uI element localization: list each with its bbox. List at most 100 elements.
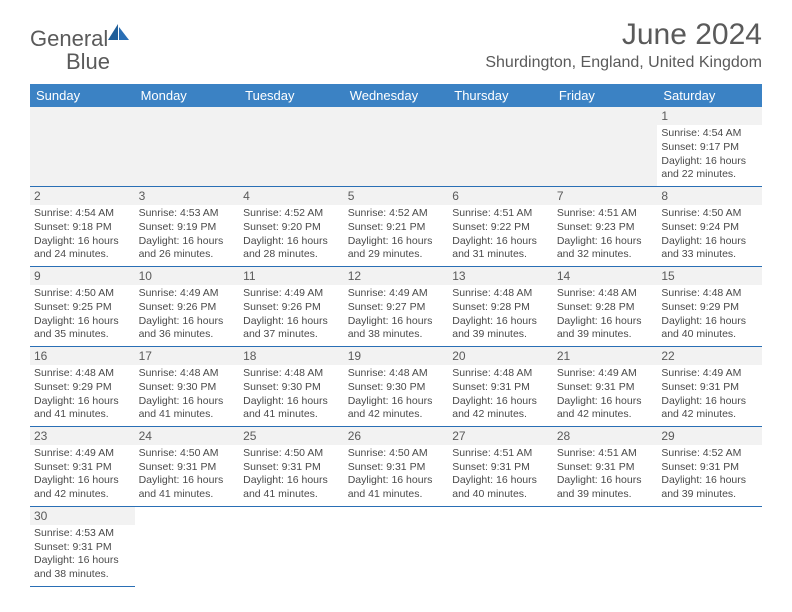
day-cell: 1Sunrise: 4:54 AMSunset: 9:17 PMDaylight… — [657, 107, 762, 186]
daylight-line: Daylight: 16 hours and 40 minutes. — [661, 315, 758, 342]
day-number: 26 — [344, 427, 449, 445]
day-body: Sunrise: 4:48 AMSunset: 9:30 PMDaylight:… — [239, 365, 344, 426]
logo-text: General Blue — [30, 28, 130, 74]
daylight-line: Daylight: 16 hours and 41 minutes. — [139, 474, 236, 501]
day-cell: 12Sunrise: 4:49 AMSunset: 9:27 PMDayligh… — [344, 266, 449, 346]
day-body: Sunrise: 4:49 AMSunset: 9:31 PMDaylight:… — [30, 445, 135, 506]
sunrise-line: Sunrise: 4:53 AM — [139, 207, 236, 221]
day-number: 30 — [30, 507, 135, 525]
logo-word2: Blue — [66, 49, 110, 74]
calendar-body: 1Sunrise: 4:54 AMSunset: 9:17 PMDaylight… — [30, 107, 762, 586]
day-body: Sunrise: 4:49 AMSunset: 9:27 PMDaylight:… — [344, 285, 449, 346]
day-number: 27 — [448, 427, 553, 445]
sunset-line: Sunset: 9:23 PM — [557, 221, 654, 235]
dow-monday: Monday — [135, 84, 240, 107]
sunset-line: Sunset: 9:19 PM — [139, 221, 236, 235]
sunrise-line: Sunrise: 4:51 AM — [452, 447, 549, 461]
title-block: June 2024 Shurdington, England, United K… — [485, 18, 762, 72]
sunrise-line: Sunrise: 4:52 AM — [661, 447, 758, 461]
sunrise-line: Sunrise: 4:50 AM — [139, 447, 236, 461]
day-number: 19 — [344, 347, 449, 365]
day-body: Sunrise: 4:48 AMSunset: 9:29 PMDaylight:… — [657, 285, 762, 346]
dow-wednesday: Wednesday — [344, 84, 449, 107]
day-cell: 25Sunrise: 4:50 AMSunset: 9:31 PMDayligh… — [239, 426, 344, 506]
dow-friday: Friday — [553, 84, 658, 107]
daylight-line: Daylight: 16 hours and 41 minutes. — [348, 474, 445, 501]
daylight-line: Daylight: 16 hours and 33 minutes. — [661, 235, 758, 262]
location: Shurdington, England, United Kingdom — [485, 54, 762, 72]
day-number: 28 — [553, 427, 658, 445]
day-number: 12 — [344, 267, 449, 285]
sunrise-line: Sunrise: 4:52 AM — [348, 207, 445, 221]
day-body: Sunrise: 4:54 AMSunset: 9:17 PMDaylight:… — [657, 125, 762, 186]
day-cell: 15Sunrise: 4:48 AMSunset: 9:29 PMDayligh… — [657, 266, 762, 346]
sunset-line: Sunset: 9:26 PM — [139, 301, 236, 315]
day-number: 14 — [553, 267, 658, 285]
day-body: Sunrise: 4:50 AMSunset: 9:31 PMDaylight:… — [239, 445, 344, 506]
sunset-line: Sunset: 9:31 PM — [661, 461, 758, 475]
day-body: Sunrise: 4:48 AMSunset: 9:28 PMDaylight:… — [448, 285, 553, 346]
sunrise-line: Sunrise: 4:49 AM — [348, 287, 445, 301]
day-cell: 28Sunrise: 4:51 AMSunset: 9:31 PMDayligh… — [553, 426, 658, 506]
daylight-line: Daylight: 16 hours and 42 minutes. — [348, 395, 445, 422]
day-cell: 7Sunrise: 4:51 AMSunset: 9:23 PMDaylight… — [553, 186, 658, 266]
day-body: Sunrise: 4:51 AMSunset: 9:23 PMDaylight:… — [553, 205, 658, 266]
day-cell: 22Sunrise: 4:49 AMSunset: 9:31 PMDayligh… — [657, 346, 762, 426]
day-number: 7 — [553, 187, 658, 205]
day-body: Sunrise: 4:50 AMSunset: 9:31 PMDaylight:… — [344, 445, 449, 506]
day-cell: 27Sunrise: 4:51 AMSunset: 9:31 PMDayligh… — [448, 426, 553, 506]
daylight-line: Daylight: 16 hours and 39 minutes. — [452, 315, 549, 342]
dow-thursday: Thursday — [448, 84, 553, 107]
day-body: Sunrise: 4:51 AMSunset: 9:22 PMDaylight:… — [448, 205, 553, 266]
day-number: 16 — [30, 347, 135, 365]
day-cell: 26Sunrise: 4:50 AMSunset: 9:31 PMDayligh… — [344, 426, 449, 506]
day-body: Sunrise: 4:52 AMSunset: 9:21 PMDaylight:… — [344, 205, 449, 266]
empty-cell — [344, 107, 449, 186]
day-cell: 21Sunrise: 4:49 AMSunset: 9:31 PMDayligh… — [553, 346, 658, 426]
day-number: 25 — [239, 427, 344, 445]
sunrise-line: Sunrise: 4:49 AM — [243, 287, 340, 301]
daylight-line: Daylight: 16 hours and 39 minutes. — [661, 474, 758, 501]
sunrise-line: Sunrise: 4:48 AM — [661, 287, 758, 301]
day-cell: 11Sunrise: 4:49 AMSunset: 9:26 PMDayligh… — [239, 266, 344, 346]
logo-word1: General — [30, 26, 108, 51]
day-body: Sunrise: 4:50 AMSunset: 9:31 PMDaylight:… — [135, 445, 240, 506]
sunset-line: Sunset: 9:30 PM — [139, 381, 236, 395]
sunrise-line: Sunrise: 4:50 AM — [243, 447, 340, 461]
sail-icon — [108, 24, 130, 42]
day-number: 18 — [239, 347, 344, 365]
week-row: 9Sunrise: 4:50 AMSunset: 9:25 PMDaylight… — [30, 266, 762, 346]
day-number: 9 — [30, 267, 135, 285]
day-number: 10 — [135, 267, 240, 285]
daylight-line: Daylight: 16 hours and 41 minutes. — [243, 395, 340, 422]
day-number: 3 — [135, 187, 240, 205]
daylight-line: Daylight: 16 hours and 36 minutes. — [139, 315, 236, 342]
empty-cell — [30, 107, 135, 186]
sunrise-line: Sunrise: 4:50 AM — [348, 447, 445, 461]
week-row: 1Sunrise: 4:54 AMSunset: 9:17 PMDaylight… — [30, 107, 762, 186]
sunrise-line: Sunrise: 4:51 AM — [452, 207, 549, 221]
sunset-line: Sunset: 9:30 PM — [243, 381, 340, 395]
day-cell: 16Sunrise: 4:48 AMSunset: 9:29 PMDayligh… — [30, 346, 135, 426]
daylight-line: Daylight: 16 hours and 37 minutes. — [243, 315, 340, 342]
daylight-line: Daylight: 16 hours and 39 minutes. — [557, 474, 654, 501]
day-body: Sunrise: 4:48 AMSunset: 9:30 PMDaylight:… — [135, 365, 240, 426]
empty-cell — [657, 506, 762, 586]
sunrise-line: Sunrise: 4:49 AM — [34, 447, 131, 461]
sunrise-line: Sunrise: 4:48 AM — [452, 287, 549, 301]
sunset-line: Sunset: 9:31 PM — [34, 461, 131, 475]
day-cell: 10Sunrise: 4:49 AMSunset: 9:26 PMDayligh… — [135, 266, 240, 346]
day-number: 1 — [657, 107, 762, 125]
month-title: June 2024 — [485, 18, 762, 52]
day-cell: 19Sunrise: 4:48 AMSunset: 9:30 PMDayligh… — [344, 346, 449, 426]
sunrise-line: Sunrise: 4:48 AM — [34, 367, 131, 381]
empty-cell — [553, 506, 658, 586]
day-number: 8 — [657, 187, 762, 205]
daylight-line: Daylight: 16 hours and 26 minutes. — [139, 235, 236, 262]
empty-cell — [135, 107, 240, 186]
daylight-line: Daylight: 16 hours and 32 minutes. — [557, 235, 654, 262]
day-cell: 17Sunrise: 4:48 AMSunset: 9:30 PMDayligh… — [135, 346, 240, 426]
week-row: 2Sunrise: 4:54 AMSunset: 9:18 PMDaylight… — [30, 186, 762, 266]
day-body: Sunrise: 4:48 AMSunset: 9:28 PMDaylight:… — [553, 285, 658, 346]
day-number: 2 — [30, 187, 135, 205]
